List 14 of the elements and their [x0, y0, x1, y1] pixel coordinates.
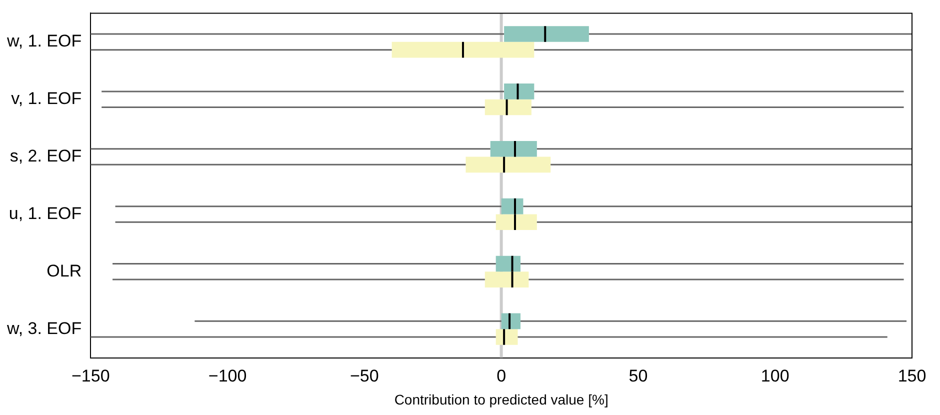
x-tick-label: 150 [898, 366, 926, 386]
y-tick-label: w, 1. EOF [6, 32, 82, 51]
x-tick-label: −150 [71, 366, 110, 386]
y-tick-label: OLR [46, 261, 82, 280]
y-tick-label: u, 1. EOF [8, 204, 82, 223]
y-tick-label: s, 2. EOF [10, 146, 82, 166]
x-tick-label: 0 [496, 366, 506, 386]
x-tick-label: 100 [760, 366, 790, 386]
y-tick-label: v, 1. EOF [11, 89, 82, 108]
x-tick-label: −50 [350, 366, 379, 386]
y-tick-label: w, 3. EOF [6, 318, 82, 338]
x-axis-title: Contribution to predicted value [%] [394, 391, 608, 408]
x-tick-label: 50 [628, 366, 648, 386]
x-tick-label: −100 [208, 366, 247, 386]
